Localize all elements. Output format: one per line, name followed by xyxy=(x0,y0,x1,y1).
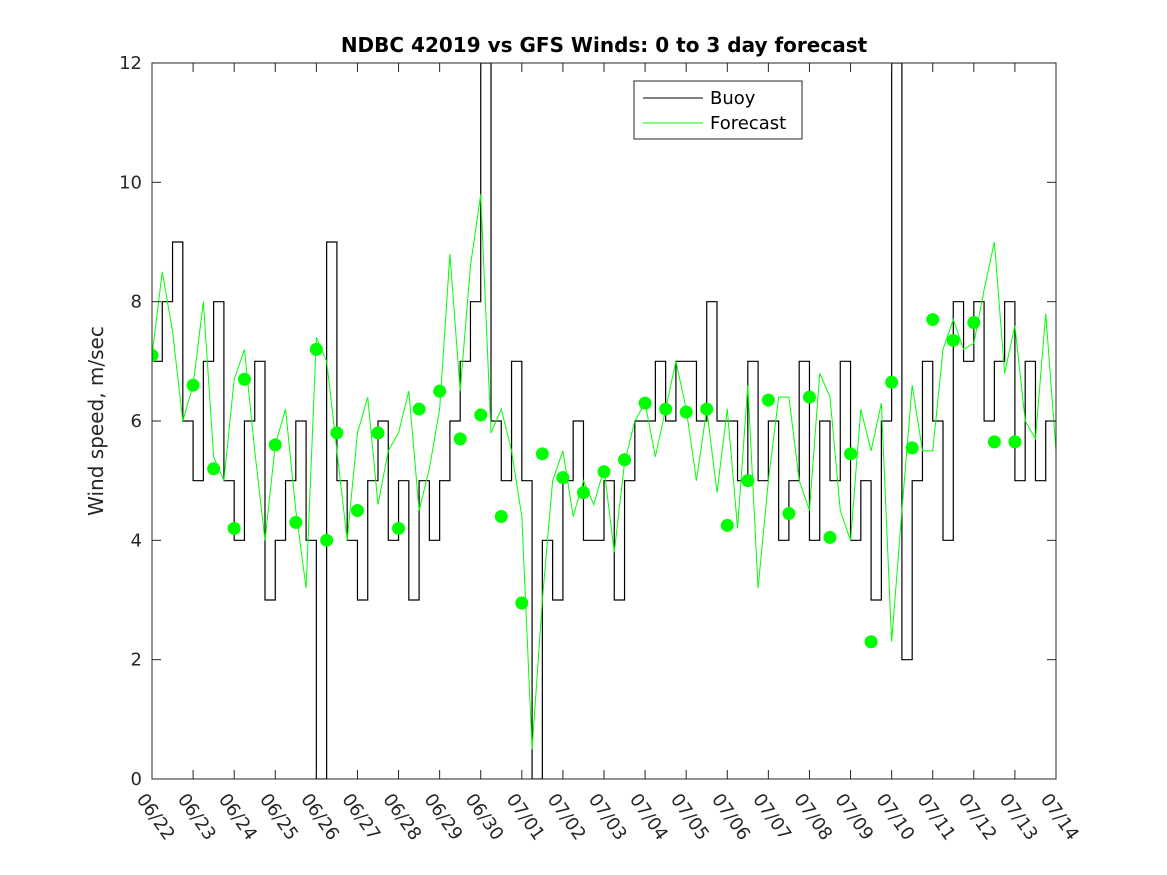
x-tick-label: 06/23 xyxy=(173,790,220,845)
forecast-marker xyxy=(152,348,159,362)
legend: Buoy Forecast xyxy=(633,80,803,140)
forecast-marker xyxy=(864,635,878,649)
plot-area xyxy=(152,63,1056,779)
x-tick-label: 07/05 xyxy=(666,790,713,845)
forecast-marker xyxy=(535,447,549,461)
forecast-marker xyxy=(289,515,303,529)
forecast-marker xyxy=(782,506,796,520)
forecast-marker xyxy=(659,402,673,416)
y-tick-label: 12 xyxy=(119,53,142,74)
forecast-marker xyxy=(320,533,334,547)
y-tick-label: 4 xyxy=(131,530,142,551)
forecast-marker xyxy=(761,393,775,407)
x-tick-label: 07/01 xyxy=(502,790,549,845)
forecast-marker xyxy=(844,447,858,461)
forecast-marker xyxy=(823,530,837,544)
forecast-marker xyxy=(556,471,570,485)
axes-box xyxy=(151,62,1057,780)
forecast-marker xyxy=(1008,435,1022,449)
legend-box xyxy=(633,80,803,140)
forecast-marker xyxy=(926,313,940,327)
x-tick-label: 06/30 xyxy=(461,790,508,845)
forecast-marker xyxy=(207,462,221,476)
x-tick-label: 07/07 xyxy=(748,790,795,845)
forecast-marker xyxy=(330,426,344,440)
forecast-marker xyxy=(597,465,611,479)
x-tick-label: 07/04 xyxy=(625,790,672,845)
x-tick-label: 06/22 xyxy=(132,790,179,845)
y-tick-label: 2 xyxy=(131,650,142,671)
forecast-marker xyxy=(412,402,426,416)
forecast-marker xyxy=(967,316,981,330)
forecast-marker xyxy=(946,333,960,347)
x-tick-label: 06/28 xyxy=(378,790,425,845)
x-tick-label: 06/27 xyxy=(337,790,384,845)
axes: 02468101206/2206/2306/2406/2506/2606/270… xyxy=(119,53,1083,844)
y-tick-label: 10 xyxy=(119,172,142,193)
forecast-marker xyxy=(392,521,406,535)
x-tick-label: 07/09 xyxy=(830,790,877,845)
forecast-marker xyxy=(433,384,447,398)
forecast-marker xyxy=(576,486,590,500)
forecast-marker xyxy=(474,408,488,422)
forecast-marker xyxy=(453,432,467,446)
x-tick-label: 07/08 xyxy=(789,790,836,845)
x-tick-label: 06/24 xyxy=(214,790,261,845)
forecast-marker xyxy=(802,390,816,404)
x-tick-label: 07/11 xyxy=(913,790,960,845)
forecast-marker xyxy=(268,438,282,452)
x-tick-label: 06/25 xyxy=(255,790,302,845)
forecast-marker xyxy=(237,372,251,386)
series-line-buoy xyxy=(152,63,1056,779)
forecast-marker xyxy=(371,426,385,440)
y-tick-label: 6 xyxy=(131,411,142,432)
forecast-marker xyxy=(905,441,919,455)
forecast-marker xyxy=(885,375,899,389)
forecast-marker xyxy=(618,453,632,467)
forecast-marker xyxy=(741,474,755,488)
forecast-marker xyxy=(700,402,714,416)
forecast-marker xyxy=(350,504,364,517)
forecast-marker xyxy=(309,342,323,356)
forecast-marker xyxy=(679,405,693,419)
chart-title: NDBC 42019 vs GFS Winds: 0 to 3 day fore… xyxy=(341,33,868,57)
x-tick-label: 07/12 xyxy=(954,790,1001,845)
x-tick-label: 07/13 xyxy=(995,790,1042,845)
y-axis-label: Wind speed, m/sec xyxy=(84,326,108,516)
forecast-marker xyxy=(227,521,241,535)
legend-forecast-label: Forecast xyxy=(710,113,786,134)
x-tick-label: 07/03 xyxy=(584,790,631,845)
x-tick-label: 06/29 xyxy=(420,790,467,845)
forecast-marker xyxy=(987,435,1001,449)
x-tick-label: 07/06 xyxy=(707,790,754,845)
forecast-marker xyxy=(494,509,508,523)
x-tick-label: 06/26 xyxy=(296,790,343,845)
x-tick-label: 07/14 xyxy=(1036,790,1083,845)
x-tick-label: 07/10 xyxy=(872,790,919,845)
forecast-marker xyxy=(720,518,734,532)
x-tick-label: 07/02 xyxy=(543,790,590,845)
forecast-marker xyxy=(638,396,652,410)
legend-buoy-label: Buoy xyxy=(710,88,756,109)
forecast-marker xyxy=(186,378,200,392)
y-tick-label: 8 xyxy=(131,292,142,313)
forecast-marker xyxy=(515,596,529,610)
y-tick-label: 0 xyxy=(131,769,142,790)
